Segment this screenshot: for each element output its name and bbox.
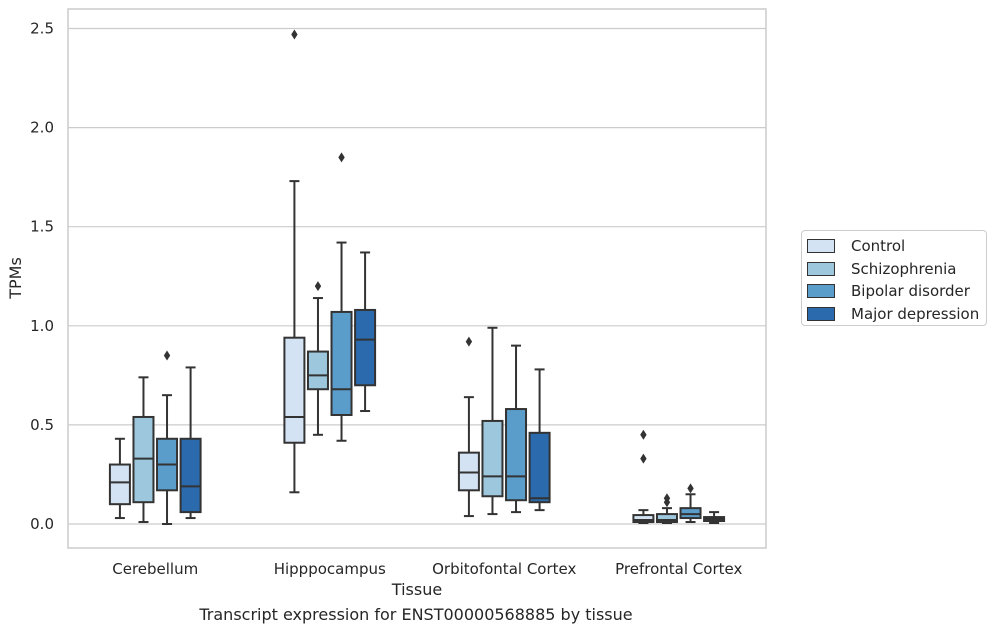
legend-item: Schizophrenia (807, 258, 986, 281)
outlier-marker (291, 29, 298, 40)
x-axis-label: Tissue (391, 580, 442, 599)
legend-item: Bipolar disorder (807, 280, 986, 303)
y-tick-label: 0.0 (30, 515, 54, 533)
x-tick-label: Hipppocampus (274, 560, 386, 578)
plot-frame (67, 8, 767, 549)
x-tick-label: Orbitofontal Cortex (432, 560, 576, 578)
box-major-depression (179, 366, 202, 520)
box-body (108, 463, 131, 506)
y-tick-label: 1.5 (30, 218, 54, 236)
legend-label: Control (851, 237, 906, 256)
outlier-marker (465, 336, 473, 347)
outlier-marker (640, 429, 647, 440)
box-bipolar-disorder (156, 350, 179, 525)
box-body (528, 431, 551, 504)
box-control (283, 29, 306, 494)
box-body (354, 308, 377, 387)
box-control (108, 437, 131, 520)
box-bipolar-disorder (679, 483, 702, 524)
box-body (505, 408, 528, 502)
box-schizophrenia (306, 281, 329, 436)
y-tick-label: 2.5 (30, 20, 54, 38)
box-body (632, 514, 655, 524)
x-tick-labels: Cerebellum Hipppocampus Orbitofontal Corte… (112, 560, 742, 578)
legend-label: Bipolar disorder (851, 282, 970, 301)
legend-swatch (807, 239, 835, 254)
box-major-depression (528, 368, 551, 512)
gridlines (68, 27, 766, 525)
box-control (457, 336, 480, 518)
box-body (655, 513, 678, 524)
outlier-marker (163, 350, 171, 361)
y-tick-labels: 0.0 0.5 1.0 1.5 2.0 2.5 (30, 20, 54, 534)
outlier-marker (687, 483, 694, 494)
legend-swatch (807, 284, 835, 299)
box-schizophrenia (655, 493, 678, 525)
box-bipolar-disorder (505, 344, 528, 514)
box-body (283, 336, 306, 444)
y-tick-label: 0.5 (30, 416, 54, 434)
legend-label: Schizophrenia (851, 259, 957, 278)
legend-label: Major depression (851, 304, 980, 323)
x-tick-label: Prefrontal Cortex (615, 560, 742, 578)
box-body (179, 437, 202, 514)
box-control (632, 429, 655, 525)
box-body (330, 310, 353, 416)
outlier-marker (663, 493, 671, 504)
x-tick-label: Cerebellum (112, 560, 198, 578)
box-layer (108, 29, 726, 525)
box-bipolar-disorder (330, 152, 353, 442)
box-schizophrenia (481, 326, 504, 516)
box-body (481, 419, 504, 498)
legend-item: Control (807, 235, 986, 258)
chart-caption: Transcript expression for ENST0000056888… (199, 605, 633, 624)
box-body (306, 350, 329, 391)
legend: Control Schizophrenia Bipolar disorder Majo… (801, 230, 987, 326)
outlier-marker (314, 281, 322, 292)
legend-swatch (807, 306, 835, 321)
y-tick-label: 2.0 (30, 119, 54, 137)
outlier-marker (338, 152, 345, 163)
box-schizophrenia (132, 376, 155, 524)
box-major-depression (354, 251, 377, 413)
legend-swatch (807, 261, 835, 276)
y-tick-label: 1.0 (30, 317, 54, 335)
legend-item: Major depression (807, 303, 986, 326)
y-axis-label: TPMs (6, 257, 25, 300)
box-major-depression (703, 511, 726, 525)
outlier-marker (640, 453, 647, 464)
